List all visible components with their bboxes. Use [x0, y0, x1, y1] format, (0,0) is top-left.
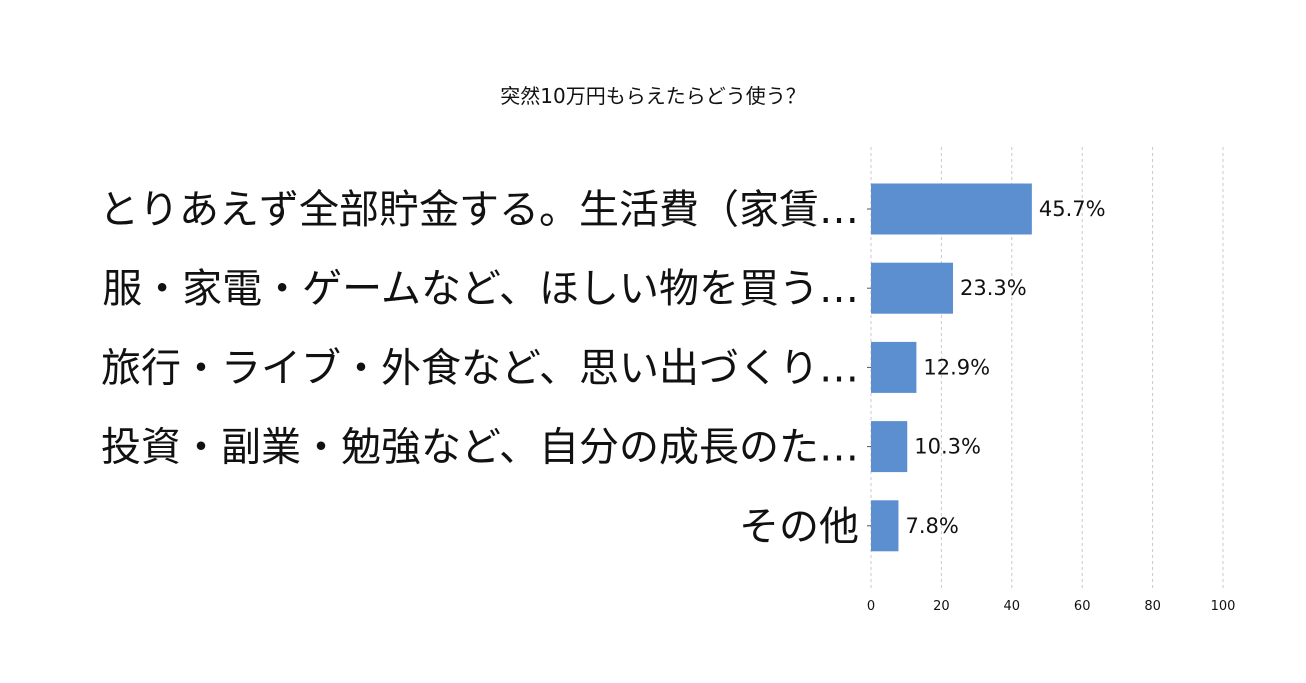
x-tick-label-0: 0	[867, 599, 875, 614]
bar-2	[871, 341, 917, 393]
value-label-1: 23.3%	[960, 276, 1027, 300]
x-tick-label-20: 20	[933, 599, 950, 614]
category-label-3: 投資・副業・勉強など、自分の成長のた…	[101, 425, 859, 471]
bar-0	[871, 183, 1032, 235]
value-label-3: 10.3%	[914, 435, 981, 459]
bar-3	[871, 421, 908, 473]
x-tick-label-40: 40	[1004, 599, 1021, 614]
x-tick-label-60: 60	[1074, 599, 1091, 614]
bars	[871, 183, 1032, 552]
category-label-1: 服・家電・ゲームなど、ほしい物を買う…	[102, 266, 859, 312]
bar-1	[871, 262, 954, 314]
category-label-2: 旅行・ライブ・外食など、思い出づくり…	[101, 345, 859, 391]
x-tick-label-100: 100	[1211, 599, 1236, 614]
category-label-4: その他	[739, 504, 859, 550]
category-label-0: とりあえず全部貯金する。生活費（家賃…	[99, 187, 859, 233]
value-label-0: 45.7%	[1039, 197, 1106, 221]
value-label-4: 7.8%	[905, 514, 958, 538]
chart-title: 突然10万円もらえたらどう使う？	[500, 84, 806, 108]
value-label-2: 12.9%	[923, 355, 990, 379]
x-axis-ticks: 0 20 40 60 80 100	[867, 208, 1236, 614]
value-labels: 45.7% 23.3% 12.9% 10.3% 7.8%	[905, 197, 1105, 538]
category-labels: とりあえず全部貯金する。生活費（家賃… 服・家電・ゲームなど、ほしい物を買う… 旅行…	[99, 187, 859, 550]
x-tick-label-80: 80	[1144, 599, 1161, 614]
bar-4	[871, 500, 899, 552]
